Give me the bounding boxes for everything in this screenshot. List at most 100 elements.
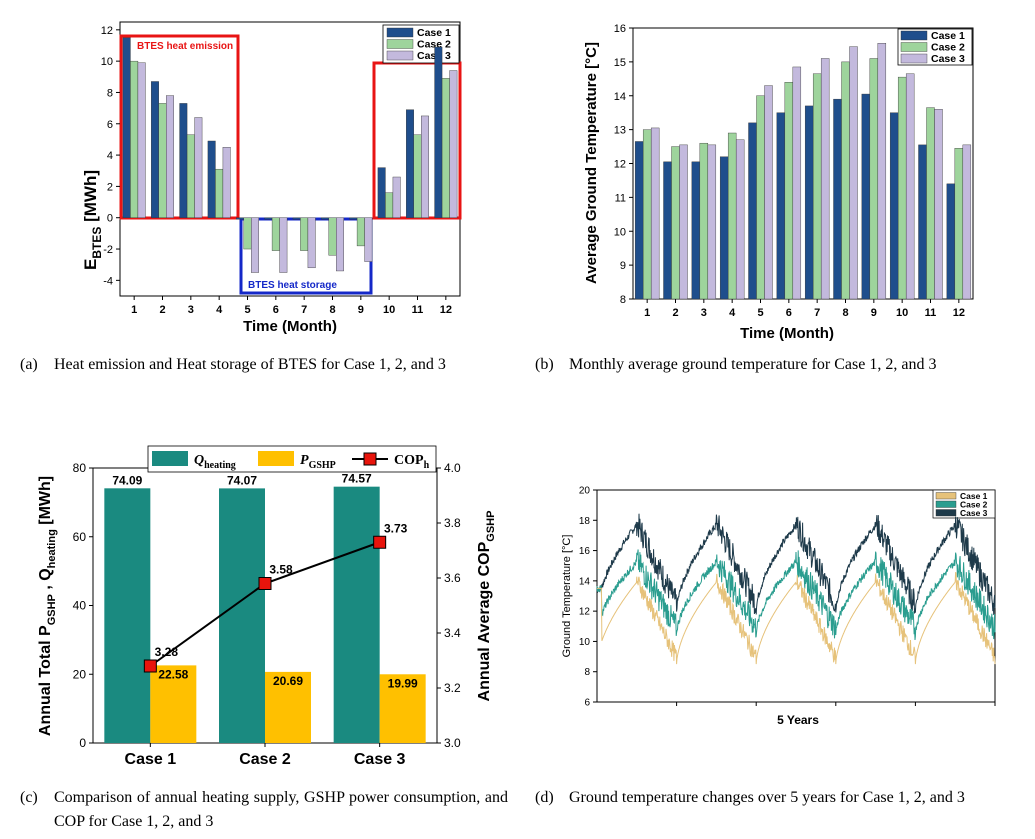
b-ytick-label: 13 bbox=[614, 125, 626, 137]
c-bar-p-label: 19.99 bbox=[388, 676, 418, 690]
chart-d-xlabel: 5 Years bbox=[777, 713, 819, 727]
b-bar-case3 bbox=[905, 73, 915, 300]
b-ytick-label: 12 bbox=[614, 159, 626, 171]
c-ytick-left-label: 20 bbox=[73, 667, 87, 681]
b-xtick-label: 4 bbox=[729, 307, 736, 319]
a-bar-case1 bbox=[151, 81, 159, 218]
a-bar-case1 bbox=[349, 217, 358, 220]
a-bar-case2 bbox=[215, 168, 224, 218]
b-bar-case2 bbox=[642, 129, 652, 300]
b-xtick-label: 9 bbox=[871, 307, 877, 319]
d-ytick-label: 16 bbox=[579, 546, 591, 557]
d-series-case1 bbox=[597, 572, 996, 665]
c-ytick-right-label: 3.0 bbox=[444, 736, 461, 750]
c-bar-q-heating bbox=[219, 488, 265, 743]
a-legend-swatch bbox=[386, 50, 414, 61]
c-ytick-left-label: 60 bbox=[73, 530, 87, 544]
a-bar-case1 bbox=[122, 37, 131, 218]
chart-a-xlabel: Time (Month) bbox=[243, 318, 337, 335]
c-ytick-left-label: 80 bbox=[73, 461, 87, 475]
c-legend-label: COPh bbox=[394, 453, 430, 471]
caption-a-text: Heat emission and Heat storage of BTES f… bbox=[54, 356, 446, 373]
b-bar-case3 bbox=[849, 46, 858, 300]
a-legend-swatch bbox=[386, 39, 414, 49]
a-bar-case2 bbox=[300, 217, 309, 251]
b-bar-case3 bbox=[877, 43, 887, 300]
c-bar-q-label: 74.57 bbox=[342, 472, 372, 486]
chart-c-legend: Qheating PGSHP COPh bbox=[147, 445, 437, 473]
a-ytick-label: 10 bbox=[101, 56, 113, 68]
b-bar-case3 bbox=[764, 85, 773, 300]
b-legend-swatch bbox=[900, 53, 928, 64]
c-legend-marker bbox=[363, 452, 377, 466]
a-bar-case3 bbox=[307, 217, 316, 269]
d-ytick-label: 14 bbox=[579, 576, 591, 587]
chart-b-xlabel: Time (Month) bbox=[740, 325, 834, 342]
a-bar-case3 bbox=[166, 95, 174, 218]
a-legend-swatch bbox=[386, 27, 414, 38]
a-ytick-label: 4 bbox=[107, 150, 113, 162]
a-bar-case3 bbox=[251, 217, 259, 273]
b-xtick-label: 1 bbox=[644, 307, 650, 319]
a-xtick-label: 11 bbox=[412, 304, 424, 316]
b-bar-case2 bbox=[926, 107, 935, 300]
a-bar-case2 bbox=[186, 134, 195, 218]
d-legend-swatch bbox=[935, 500, 957, 508]
a-ytick-label: 12 bbox=[101, 25, 113, 37]
d-legend-swatch bbox=[935, 509, 957, 517]
b-xtick-label: 12 bbox=[953, 307, 965, 319]
b-xtick-label: 8 bbox=[842, 307, 848, 319]
b-bar-case3 bbox=[962, 144, 972, 300]
d-ytick-label: 10 bbox=[579, 637, 591, 648]
b-ytick-label: 11 bbox=[615, 192, 626, 204]
b-ytick-label: 15 bbox=[614, 57, 626, 69]
caption-b-label: (b) bbox=[535, 356, 554, 373]
b-legend-label: Case 1 bbox=[931, 30, 965, 42]
b-bar-case2 bbox=[897, 76, 907, 300]
d-ytick-label: 8 bbox=[584, 667, 590, 678]
a-ytick-label: 6 bbox=[107, 119, 113, 131]
c-legend-swatch bbox=[152, 451, 188, 466]
b-bar-case1 bbox=[691, 161, 701, 300]
a-bar-case1 bbox=[377, 167, 386, 218]
c-cop-marker bbox=[373, 535, 387, 549]
b-bar-case1 bbox=[776, 112, 786, 300]
b-bar-case3 bbox=[735, 139, 745, 300]
a-bar-case3 bbox=[421, 115, 429, 218]
b-legend-label: Case 3 bbox=[931, 53, 965, 65]
b-bar-case2 bbox=[727, 132, 737, 300]
b-bar-case3 bbox=[820, 58, 830, 300]
c-cop-label: 3.28 bbox=[155, 645, 179, 659]
c-xtick-label: Case 2 bbox=[239, 751, 291, 768]
c-bar-p-gshp bbox=[379, 674, 426, 743]
b-ytick-label: 10 bbox=[614, 226, 626, 238]
a-bar-case3 bbox=[364, 217, 373, 262]
a-bar-case1 bbox=[236, 217, 244, 220]
c-bar-p-label: 22.58 bbox=[158, 667, 188, 681]
a-ytick-label: 0 bbox=[107, 213, 113, 225]
chart-c-ylabel-left: Annual Total PGSHP , Qheating [MWh] bbox=[37, 476, 58, 736]
a-ytick-label: 2 bbox=[107, 181, 113, 193]
chart-a-ylabel: EBTES [MWh] bbox=[81, 170, 104, 270]
d-ytick-label: 18 bbox=[579, 516, 591, 527]
c-bar-p-gshp bbox=[150, 665, 197, 743]
a-bar-case2 bbox=[130, 60, 139, 218]
b-bar-case3 bbox=[934, 109, 943, 300]
a-bar-case3 bbox=[392, 176, 401, 218]
d-legend-label: Case 3 bbox=[960, 508, 988, 518]
b-xtick-label: 11 bbox=[925, 307, 937, 319]
b-bar-case1 bbox=[833, 98, 842, 300]
chart-b-ylabel: Average Ground Temperature [°C] bbox=[583, 42, 600, 284]
d-ytick-label: 12 bbox=[579, 607, 591, 618]
c-bar-p-label: 20.69 bbox=[273, 674, 303, 688]
a-bar-case1 bbox=[434, 46, 443, 218]
b-bar-case1 bbox=[918, 144, 927, 300]
a-bar-case3 bbox=[137, 62, 146, 218]
chart-d: 5 Years Ground Temperature [°C] Case 1Ca… bbox=[561, 486, 996, 727]
c-cop-marker bbox=[143, 659, 157, 673]
heat-storage-label: BTES heat storage bbox=[248, 280, 337, 291]
a-xtick-label: 1 bbox=[131, 304, 137, 316]
chart-c-panel: Annual Total PGSHP , Qheating [MWh] Annu… bbox=[0, 438, 505, 778]
b-legend-label: Case 2 bbox=[931, 42, 965, 54]
